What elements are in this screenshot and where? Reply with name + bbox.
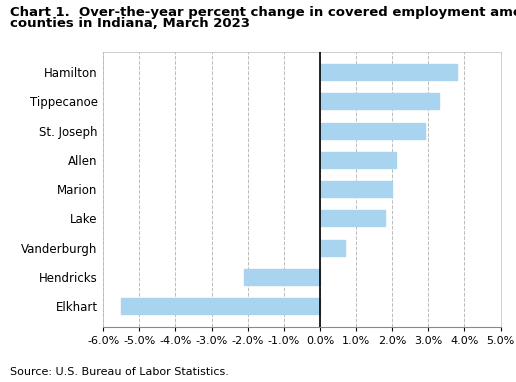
Bar [320,152,396,168]
Bar [320,123,425,139]
Bar [320,240,345,256]
Bar [244,269,320,285]
Bar [320,210,385,227]
Bar [320,64,457,80]
Bar [320,93,439,109]
Text: Source: U.S. Bureau of Labor Statistics.: Source: U.S. Bureau of Labor Statistics. [10,367,229,377]
Text: counties in Indiana, March 2023: counties in Indiana, March 2023 [10,17,250,30]
Bar [320,181,392,197]
Bar [121,298,320,314]
Text: Chart 1.  Over-the-year percent change in covered employment among the largest: Chart 1. Over-the-year percent change in… [10,6,516,19]
